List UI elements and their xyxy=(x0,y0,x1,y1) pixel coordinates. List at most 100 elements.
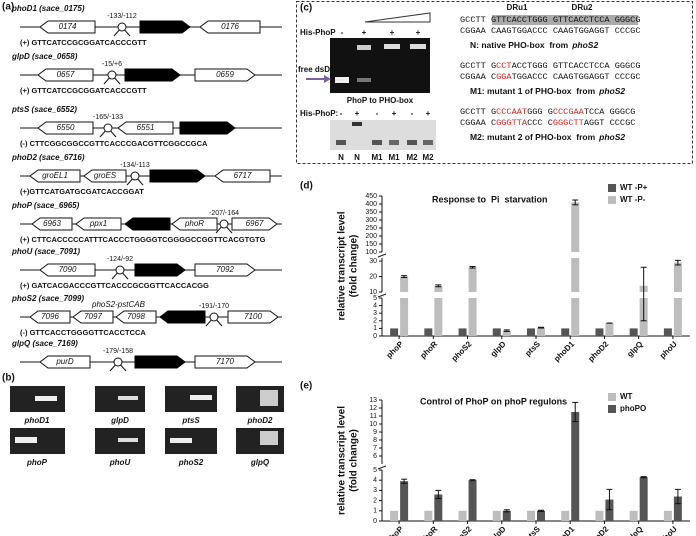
legend-swatch xyxy=(608,196,616,204)
gene-arrow xyxy=(199,20,261,34)
bar xyxy=(605,323,614,336)
gene-label: 7098 xyxy=(127,312,145,321)
gel-label: phoU xyxy=(109,458,131,467)
gene-arrow xyxy=(29,310,71,324)
y-tick-label: 13 xyxy=(369,397,377,404)
bar-segment xyxy=(595,510,604,521)
bar xyxy=(502,510,511,521)
sequence-segment: GGG G xyxy=(527,107,553,117)
x-tick-label: phoP xyxy=(385,524,406,536)
x-tick-label: glpQ xyxy=(625,525,644,536)
panel-label: (a) xyxy=(2,2,14,13)
sequence-segment: GGA xyxy=(496,72,512,82)
sequence-line: CGGAA CGGGTTACCC CGGGCTTAGGT CCCGC xyxy=(460,118,635,128)
bar-segment xyxy=(400,276,409,292)
bar-segment xyxy=(502,330,511,336)
y-tick-label: 30 xyxy=(369,258,377,265)
lane-label: M1 xyxy=(388,153,400,162)
site-label: DRu1 xyxy=(507,3,528,12)
bar-segment xyxy=(502,510,511,521)
gene-arrow xyxy=(117,121,174,135)
error-bar xyxy=(674,259,681,266)
gel-band xyxy=(260,390,278,406)
sequence-segment: GCCTT G xyxy=(460,61,496,71)
gel-label: phoS2 xyxy=(178,458,204,467)
gel-band xyxy=(423,140,433,145)
bar-segment xyxy=(629,328,638,336)
target-gene xyxy=(124,68,181,82)
sequence-line: CGGAA CGGATGGACCC CAAGTGGAGGT CCCGC xyxy=(460,72,641,82)
gene-arrow xyxy=(231,217,278,231)
x-tick-label: phoD1 xyxy=(552,339,576,363)
gel-band xyxy=(372,140,382,145)
bar xyxy=(595,510,604,521)
gel-band xyxy=(384,44,400,49)
error-bar xyxy=(640,476,647,479)
lane-label: N xyxy=(354,153,360,162)
lane-sign: - xyxy=(376,109,379,118)
chart-title: Response to Pi starvation xyxy=(432,194,548,204)
sequence: (+) GTTCATCCGCGGATCACCCGTT xyxy=(20,38,147,47)
gel-label: glpD xyxy=(110,416,129,425)
bar xyxy=(639,477,648,521)
gene-title: ptsS (sace_6552) xyxy=(11,105,77,114)
sequence-line: CGGAA CAAGTGGACCC CAAGTGGAGGT CCCGC xyxy=(460,26,641,36)
legend-label: phoPO xyxy=(620,404,646,413)
gene-title: phoD1 (sace_0175) xyxy=(11,4,85,13)
x-tick-label: glpD xyxy=(489,339,508,358)
panel-label: (d) xyxy=(300,181,313,192)
bar-segment xyxy=(400,481,409,521)
sequence-segment: ACCTGGG GTTCACCTCCA GGGCG xyxy=(512,61,641,71)
gene-arrow xyxy=(115,310,157,324)
bar xyxy=(629,328,638,336)
bar-segment xyxy=(605,499,614,521)
caption-gene: phoS2 xyxy=(598,132,625,142)
protein-label: His-PhoP xyxy=(300,28,336,37)
error-bar xyxy=(572,199,579,206)
bar-segment xyxy=(492,510,501,521)
y-tick-label: 2 xyxy=(373,318,377,325)
site-position: -124/-92 xyxy=(107,256,133,263)
legend-label: WT -P+ xyxy=(620,183,648,192)
site-position: -179/-158 xyxy=(103,348,133,355)
sequence-line: GCCTT GCCTACCTGGG GTTCACCTCCA GGGCG xyxy=(460,61,641,71)
gel-labels: phoD1 glpD ptsS phoD2 phoP phoU phoS2 gl… xyxy=(24,416,273,467)
lane-sign: - xyxy=(411,109,414,118)
y-tick-label: 350 xyxy=(365,209,377,216)
error-bar xyxy=(401,478,408,484)
legend-label: WT -P- xyxy=(620,195,646,204)
y-tick-label: 100 xyxy=(365,249,377,256)
gene-label: 0659 xyxy=(216,70,234,79)
x-tick-label: glpQ xyxy=(625,340,644,359)
bar-segment xyxy=(537,327,545,336)
binding-site xyxy=(209,312,219,322)
bar-segment xyxy=(390,328,399,336)
y-tick-label: 3 xyxy=(373,487,377,494)
binding-site xyxy=(107,70,117,80)
gene-arrow xyxy=(39,263,96,277)
gene-arrow xyxy=(72,310,114,324)
gel-caption: PhoP to PHO-box xyxy=(347,96,414,105)
gel-band xyxy=(389,140,399,145)
bar-segment xyxy=(571,298,580,336)
bar-segment xyxy=(434,298,443,336)
bar-segment xyxy=(595,328,604,336)
gel-band xyxy=(118,396,138,400)
gel-label: glpQ xyxy=(250,458,270,467)
bar xyxy=(571,202,580,336)
y-tick-label: 300 xyxy=(365,217,377,224)
gel-lanes: - N + N - M1 + M1 - M2 + M2 xyxy=(338,109,434,162)
bar xyxy=(434,494,443,521)
sequence: (-) GTTCACCTGGGGTTCACCTCCA xyxy=(20,328,146,337)
sequence: (+) GTTCATCCGCGGATCACCCGTT xyxy=(20,86,147,95)
y-tick-label: 10 xyxy=(369,289,377,296)
gene-label: purD xyxy=(55,357,74,366)
gene-label: 6717 xyxy=(234,171,252,180)
y-tick-label: 4 xyxy=(373,477,377,484)
site-position: -15/+6 xyxy=(102,61,122,68)
x-tick-label: phoD2 xyxy=(586,524,610,536)
axis-break xyxy=(377,253,387,258)
y-tick-label: 0 xyxy=(373,518,377,525)
error-bar xyxy=(435,489,442,500)
bar xyxy=(527,328,535,336)
